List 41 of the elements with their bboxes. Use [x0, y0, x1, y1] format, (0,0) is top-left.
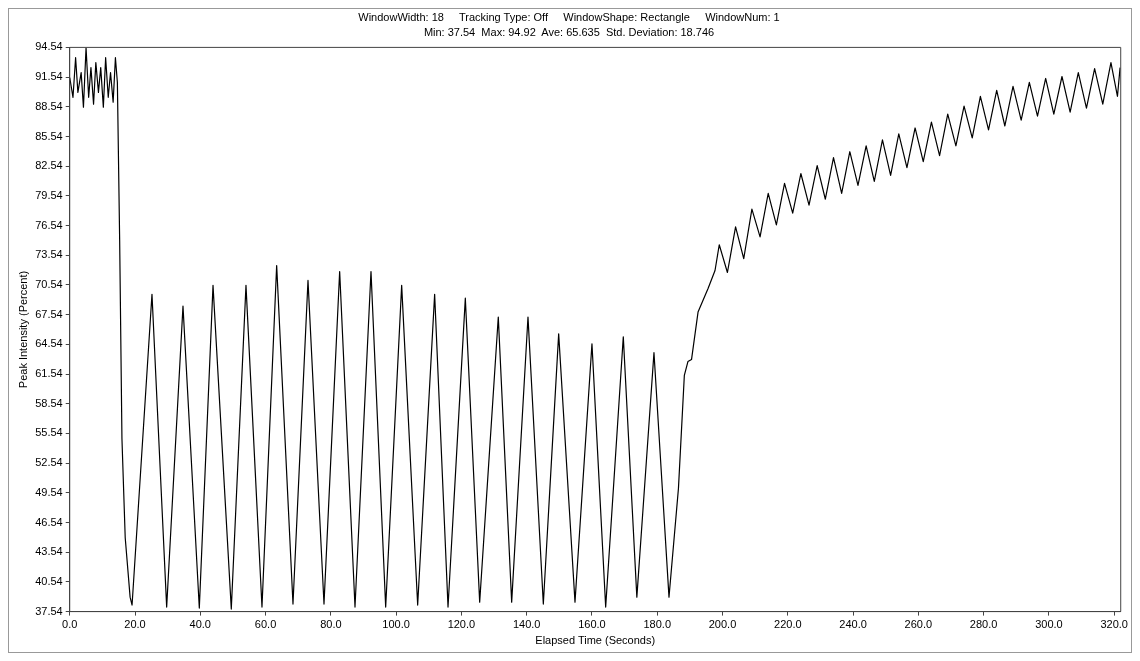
y-tick-label: 94.54	[35, 40, 63, 53]
x-tick-label: 160.0	[578, 618, 606, 631]
y-tick-label: 70.54	[35, 277, 63, 290]
y-tick-label: 73.54	[35, 248, 63, 261]
x-tick-label: 260.0	[904, 618, 933, 631]
x-tick-label: 240.0	[839, 618, 867, 631]
x-tick-label: 320.0	[1100, 618, 1128, 631]
x-tick-label: 60.0	[254, 618, 277, 631]
y-tick-label: 76.54	[35, 218, 63, 231]
x-tick-label: 100.0	[382, 618, 410, 631]
y-tick-label: 52.54	[35, 456, 63, 469]
x-tick-label: 120.0	[447, 618, 476, 631]
y-tick-label: 88.54	[35, 99, 63, 112]
x-tick-label: 0.0	[62, 618, 78, 631]
y-tick-label: 64.54	[35, 337, 63, 350]
y-tick-label: 61.54	[35, 367, 63, 380]
y-tick-label: 43.54	[35, 545, 63, 558]
y-tick-label: 55.54	[35, 426, 63, 439]
y-tick-label: 37.54	[35, 604, 63, 617]
x-tick-label: 40.0	[189, 618, 211, 631]
x-tick-label: 200.0	[708, 618, 737, 631]
chart-title: WindowWidth: 18 Tracking Type: Off WindowShape: Rectangle WindowNum: 1	[358, 10, 780, 23]
x-tick-label: 80.0	[320, 618, 342, 631]
y-tick-label: 58.54	[35, 396, 63, 409]
x-tick-label: 220.0	[774, 618, 802, 631]
x-tick-label: 300.0	[1035, 618, 1063, 631]
y-tick-label: 82.54	[35, 159, 63, 172]
x-tick-label: 140.0	[512, 618, 541, 631]
y-tick-label: 85.54	[35, 129, 63, 142]
x-tick-label: 280.0	[969, 618, 998, 631]
chart-subtitle: Min: 37.54 Max: 94.92 Ave: 65.635 Std. Deviation: 18.746	[423, 25, 715, 38]
y-tick-label: 79.54	[35, 188, 63, 201]
x-tick-label: 20.0	[124, 618, 146, 631]
x-axis-title: Elapsed Time (Seconds)	[535, 634, 656, 647]
y-axis-title: Peak Intensity (Percent)	[16, 270, 29, 389]
y-tick-label: 46.54	[35, 515, 63, 528]
x-tick-label: 180.0	[643, 618, 672, 631]
y-tick-label: 40.54	[35, 574, 63, 587]
y-tick-label: 67.54	[35, 307, 63, 320]
y-tick-label: 49.54	[35, 485, 63, 498]
y-tick-label: 91.54	[35, 70, 63, 83]
